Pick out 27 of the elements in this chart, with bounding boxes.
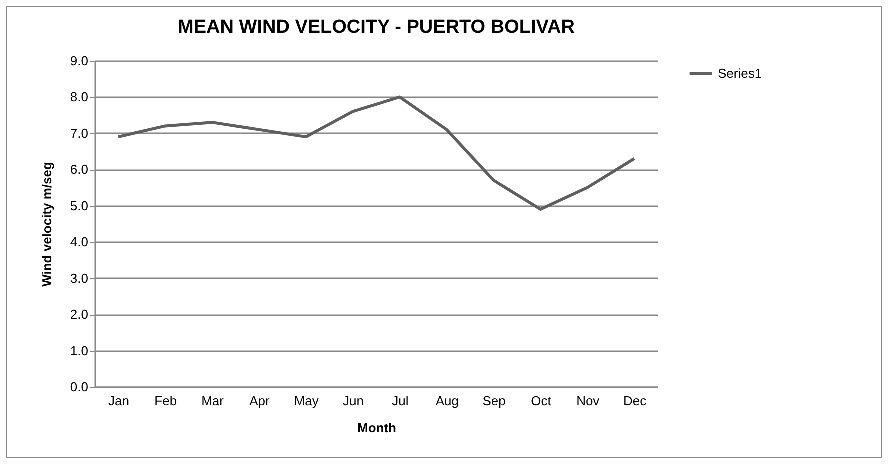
y-tick-label: 3.0 bbox=[70, 270, 88, 286]
x-tick-label: Sep bbox=[482, 394, 506, 408]
x-tick-label: Feb bbox=[154, 394, 178, 408]
y-tick-label: 2.0 bbox=[70, 307, 88, 322]
chart-title: MEAN WIND VELOCITY - PUERTO BOLIVAR bbox=[178, 17, 576, 38]
line-series bbox=[116, 96, 636, 212]
legend-label: Series1 bbox=[718, 66, 762, 81]
y-axis-title: Wind velocity m/seg bbox=[39, 162, 54, 287]
y-tick-label: 1.0 bbox=[70, 343, 88, 358]
y-tick-label: 4.0 bbox=[70, 234, 88, 250]
x-tick-label: Apr bbox=[250, 394, 270, 408]
y-tick-label: 6.0 bbox=[70, 162, 88, 178]
y-tick-label: 9.0 bbox=[70, 54, 88, 68]
x-tick-label: Dec bbox=[623, 394, 648, 408]
x-tick-label: Aug bbox=[436, 394, 459, 408]
x-tick-label: Jul bbox=[392, 394, 409, 408]
y-tick-label: 5.0 bbox=[70, 198, 88, 214]
x-tick-label: Mar bbox=[202, 394, 225, 408]
x-axis-title: Month bbox=[358, 420, 397, 436]
y-tick-label: 7.0 bbox=[70, 126, 88, 141]
x-tick-label: Jan bbox=[108, 394, 130, 408]
y-tick-label: 0.0 bbox=[70, 380, 88, 394]
y-tick-label: 8.0 bbox=[70, 90, 88, 105]
x-tick-label: May bbox=[294, 394, 320, 408]
x-tick-label: Jun bbox=[343, 394, 364, 408]
x-tick-label: Nov bbox=[576, 394, 600, 408]
x-tick-label: Oct bbox=[531, 394, 552, 408]
